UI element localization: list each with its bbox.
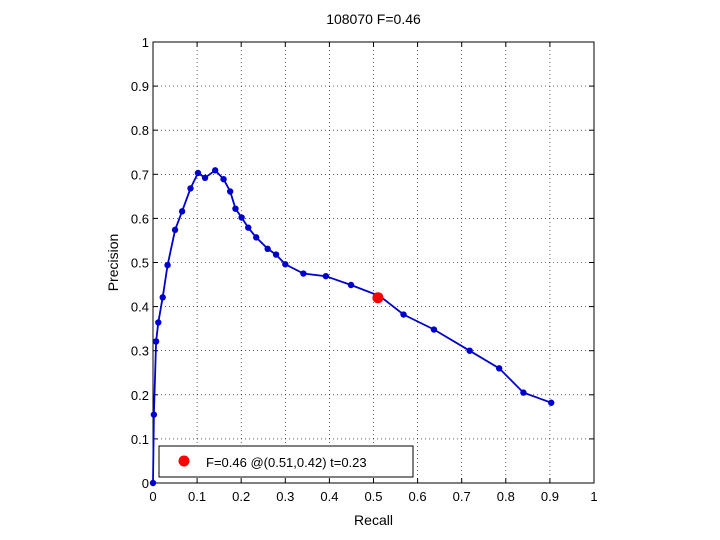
x-tick-label: 0.5 <box>364 489 382 504</box>
data-point <box>232 205 239 212</box>
data-point <box>400 311 407 318</box>
y-tick-label: 0.2 <box>131 388 149 403</box>
data-point <box>187 185 194 192</box>
data-point <box>178 208 186 215</box>
y-tick-label: 0.1 <box>131 432 149 447</box>
data-point <box>430 326 438 333</box>
x-tick-label: 1 <box>590 489 597 504</box>
data-point <box>245 224 252 231</box>
y-tick-label: 0.9 <box>131 79 149 94</box>
chart-title: 108070 F=0.46 <box>326 11 421 27</box>
data-point <box>322 272 330 280</box>
data-point <box>211 167 219 174</box>
x-tick-label: 0.6 <box>409 489 427 504</box>
data-point <box>150 411 158 418</box>
best-f-point <box>372 292 384 304</box>
grid <box>153 42 594 483</box>
x-tick-label: 0 <box>149 489 156 504</box>
data-point <box>159 294 166 301</box>
y-tick-label: 0 <box>142 476 149 491</box>
x-tick-label: 0.8 <box>497 489 515 504</box>
x-tick-label: 0.7 <box>453 489 471 504</box>
legend-label: F=0.46 @(0.51,0.42) t=0.23 <box>206 455 367 470</box>
data-point <box>226 188 234 195</box>
data-point <box>252 234 260 241</box>
y-tick-label: 0.3 <box>131 344 149 359</box>
data-point <box>149 479 157 487</box>
y-tick-label: 0.7 <box>131 167 149 182</box>
data-point <box>495 365 503 372</box>
x-tick-label: 0.2 <box>232 489 250 504</box>
x-tick-label: 0.1 <box>188 489 206 504</box>
data-point <box>520 389 527 396</box>
x-tick-label: 0.9 <box>541 489 559 504</box>
x-tick-label: 0.4 <box>320 489 338 504</box>
axis-ticks: 0 0.1 0.2 0.3 0.4 0.5 0.6 0.7 0.8 0.9 1 0 0.1 0.2 0.3 0… <box>131 35 598 504</box>
data-point <box>238 214 245 221</box>
data-point <box>220 175 227 183</box>
x-tick-label: 0.3 <box>276 489 294 504</box>
data-point <box>152 338 160 345</box>
data-point <box>171 226 179 234</box>
y-axis-title: Precision <box>105 234 121 292</box>
y-tick-label: 0.5 <box>131 256 149 271</box>
y-tick-label: 1 <box>142 35 149 50</box>
legend-box <box>158 445 414 478</box>
data-point <box>347 281 355 289</box>
legend-marker <box>178 455 190 467</box>
data-point <box>466 347 473 354</box>
data-point <box>201 174 209 182</box>
y-tick-label: 0.6 <box>131 211 149 226</box>
data-point <box>548 399 555 406</box>
legend: F=0.46 @(0.51,0.42) t=0.23 <box>158 445 414 478</box>
data-point <box>264 245 271 253</box>
data-point <box>155 319 162 326</box>
y-tick-label: 0.8 <box>131 123 149 138</box>
data-point <box>282 261 289 268</box>
series-line <box>152 169 552 484</box>
x-axis-title: Recall <box>354 512 393 528</box>
data-point <box>164 261 171 269</box>
series <box>149 167 555 487</box>
data-point <box>300 270 307 277</box>
data-point <box>194 169 202 177</box>
data-point <box>272 251 280 258</box>
y-tick-label: 0.4 <box>131 300 149 315</box>
